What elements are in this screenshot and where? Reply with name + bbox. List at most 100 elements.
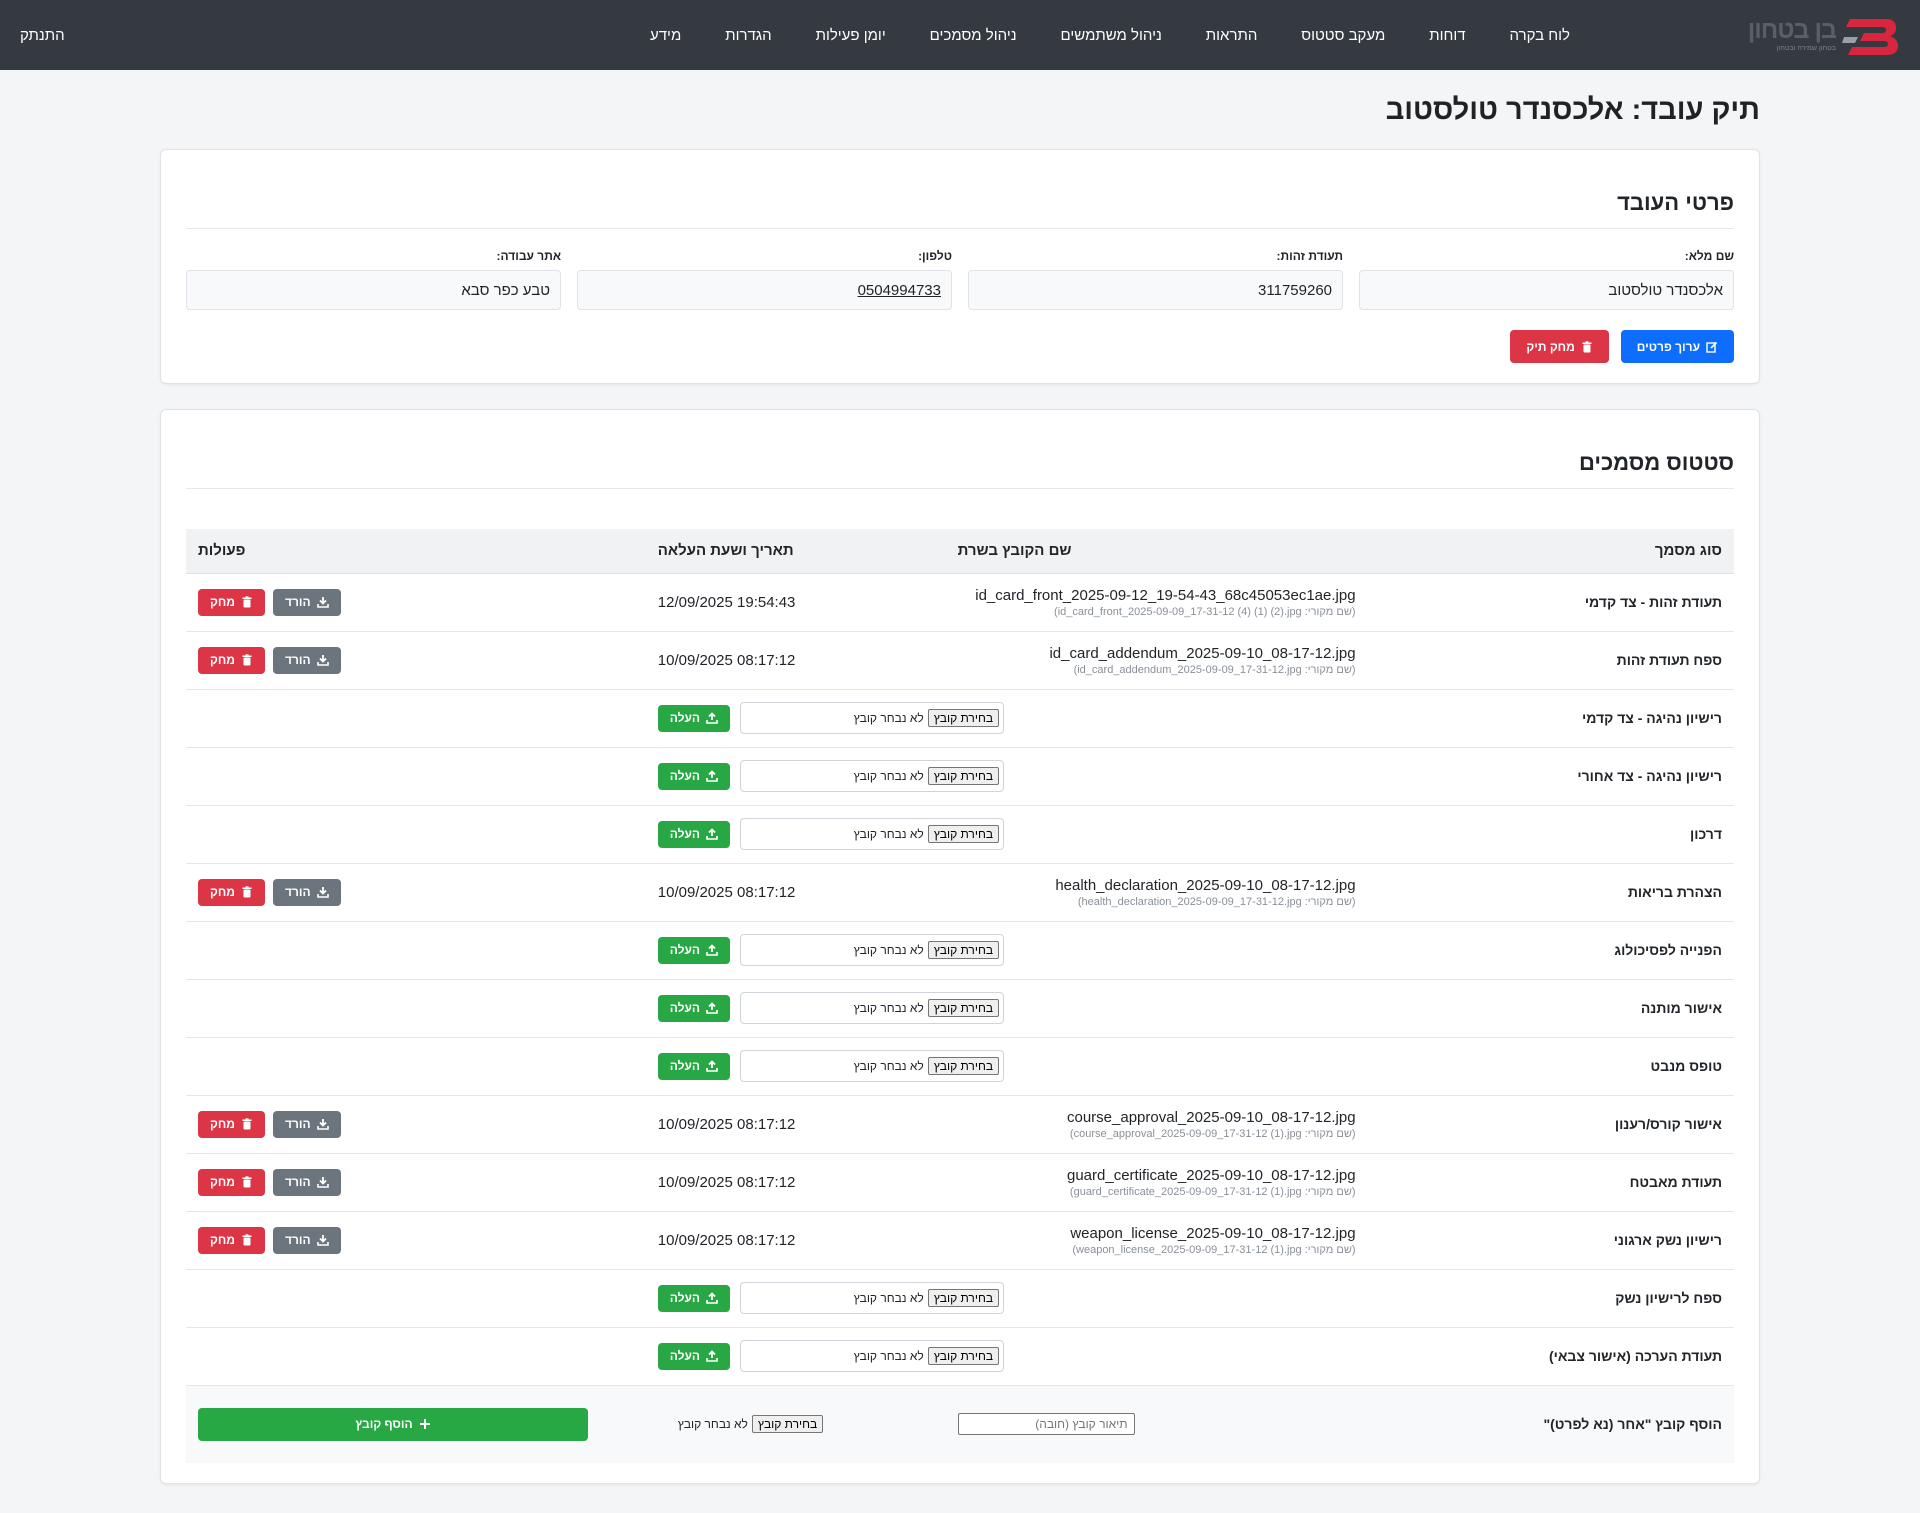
documents-table: סוג מסמך שם הקובץ בשרת תאריך ושעת העלאה …: [186, 529, 1734, 1463]
original-file-name: (שם מקורי: course_approval_2025-09-09_17…: [1069, 1127, 1356, 1140]
brand-logo[interactable]: בן בטחון בטחון שמירה ובטחון: [1740, 13, 1900, 57]
download-button[interactable]: הורד: [272, 1168, 341, 1196]
upload-date: 10/09/2025 08:17:12: [645, 1211, 946, 1270]
file-input[interactable]: בחירת קובץ לא נבחר קובץ: [740, 992, 1005, 1024]
nav-dashboard[interactable]: לוח בקרה: [1509, 26, 1570, 44]
upload-button[interactable]: העלה: [657, 704, 731, 732]
upload-button[interactable]: העלה: [657, 820, 731, 848]
table-row: ספח לרישיון נשק בחירת קובץ לא נבחר קובץ העל…: [186, 1269, 1734, 1328]
table-row: תעודת מאבטח guard_certificate_2025-09-10_…: [186, 1153, 1734, 1212]
delete-doc-button[interactable]: מחק: [198, 1110, 265, 1138]
choose-file-button[interactable]: בחירת קובץ: [927, 709, 1000, 727]
choose-file-button[interactable]: בחירת קובץ: [927, 825, 1000, 843]
add-choose-cell: בחירת קובץ לא נבחר קובץ: [645, 1385, 946, 1463]
upload-controls: בחירת קובץ לא נבחר קובץ העלה: [657, 934, 1356, 966]
actions-cell: [186, 1037, 646, 1096]
add-file-button[interactable]: הוסף קובץ: [198, 1407, 588, 1441]
delete-doc-button[interactable]: מחק: [198, 646, 265, 674]
details-title: פרטי העובד: [186, 150, 1734, 229]
delete-doc-button[interactable]: מחק: [198, 878, 265, 906]
delete-doc-label: מחק: [210, 1175, 235, 1189]
file-input[interactable]: בחירת קובץ לא נבחר קובץ: [740, 1340, 1005, 1372]
server-file-name: guard_certificate_2025-09-10_08-17-12.jp…: [1067, 1166, 1356, 1184]
brand-name: בן בטחון: [1747, 16, 1837, 44]
field-label: טלפון:: [918, 249, 952, 263]
upload-cell: בחירת קובץ לא נבחר קובץ העלה: [645, 1327, 1368, 1386]
no-file-text: לא נבחר קובץ: [853, 711, 924, 725]
upload-button[interactable]: העלה: [657, 936, 731, 964]
nav-user-management[interactable]: ניהול משתמשים: [1060, 26, 1162, 44]
download-button[interactable]: הורד: [272, 1110, 341, 1138]
nav-info[interactable]: מידע: [650, 26, 682, 44]
doc-type: תעודת זהות - צד קדמי: [1367, 573, 1734, 632]
nav-reports[interactable]: דוחות: [1429, 26, 1466, 44]
choose-file-button[interactable]: בחירת קובץ: [751, 1415, 824, 1434]
choose-file-button[interactable]: בחירת קובץ: [927, 1289, 1000, 1307]
upload-button[interactable]: העלה: [657, 1052, 731, 1080]
doc-type: ספח תעודת זהות: [1367, 631, 1734, 690]
delete-doc-button[interactable]: מחק: [198, 1226, 265, 1254]
actions-cell: [186, 1269, 646, 1328]
server-file-name: health_declaration_2025-09-10_08-17-12.j…: [1055, 876, 1356, 894]
delete-doc-button[interactable]: מחק: [198, 588, 265, 616]
choose-file-button[interactable]: בחירת קובץ: [927, 999, 1000, 1017]
table-row: רישיון נהיגה - צד אחורי בחירת קובץ לא נבחר…: [186, 747, 1734, 806]
file-input[interactable]: בחירת קובץ לא נבחר קובץ: [740, 1050, 1005, 1082]
upload-icon: [706, 1350, 718, 1362]
upload-cell: בחירת קובץ לא נבחר קובץ העלה: [645, 805, 1368, 864]
file-input[interactable]: בחירת קובץ לא נבחר קובץ: [740, 934, 1005, 966]
field-id-number: תעודת זהות: 311759260: [968, 249, 1343, 310]
original-file-name: (שם מקורי: id_card_addendum_2025-09-09_1…: [1073, 663, 1356, 676]
table-row: אישור קורס/רענון course_approval_2025-09-…: [186, 1095, 1734, 1154]
field-label: אתר עבודה:: [496, 249, 562, 263]
delete-file-button[interactable]: מחק תיק: [1510, 330, 1609, 363]
download-label: הורד: [284, 595, 311, 609]
nav-alerts[interactable]: התראות: [1205, 26, 1258, 44]
file-input[interactable]: בחירת קובץ לא נבחר קובץ: [740, 702, 1005, 734]
nav-document-management[interactable]: ניהול מסמכים: [929, 26, 1017, 44]
nav-activity-log[interactable]: יומן פעילות: [815, 26, 886, 44]
download-label: הורד: [284, 653, 311, 667]
upload-label: העלה: [669, 827, 701, 841]
field-phone: טלפון: 0504994733: [577, 249, 952, 310]
delete-doc-label: מחק: [210, 595, 235, 609]
download-button[interactable]: הורד: [272, 646, 341, 674]
upload-button[interactable]: העלה: [657, 994, 731, 1022]
upload-date: 10/09/2025 08:17:12: [645, 863, 946, 922]
upload-date: 10/09/2025 08:17:12: [645, 1095, 946, 1154]
download-label: הורד: [284, 885, 311, 899]
add-other-file-row: הוסף קובץ "אחר (נא לפרט)" בחירת קובץ לא …: [186, 1385, 1734, 1463]
nav-settings[interactable]: הגדרות: [725, 26, 772, 44]
file-description-input[interactable]: [957, 1413, 1135, 1436]
choose-file-button[interactable]: בחירת קובץ: [927, 1057, 1000, 1075]
download-button[interactable]: הורד: [272, 878, 341, 906]
upload-date: 12/09/2025 19:54:43: [645, 573, 946, 632]
choose-file-button[interactable]: בחירת קובץ: [927, 767, 1000, 785]
actions-cell: מחק הורד: [186, 1095, 646, 1154]
download-icon: [316, 1119, 329, 1130]
download-button[interactable]: הורד: [272, 588, 341, 616]
file-input[interactable]: בחירת קובץ לא נבחר קובץ: [740, 760, 1005, 792]
edit-details-button[interactable]: ערוך פרטים: [1620, 330, 1734, 363]
actions-cell: [186, 979, 646, 1038]
nav-status-tracking[interactable]: מעקב סטטוס: [1301, 26, 1386, 44]
no-file-text: לא נבחר קובץ: [853, 943, 924, 957]
field-full-name: שם מלא: אלכסנדר טולסטוב: [1359, 249, 1734, 310]
upload-button[interactable]: העלה: [657, 762, 731, 790]
download-button[interactable]: הורד: [272, 1226, 341, 1254]
file-input[interactable]: בחירת קובץ לא נבחר קובץ: [740, 818, 1005, 850]
full-name-value: אלכסנדר טולסטוב: [1359, 270, 1734, 310]
logout-link[interactable]: התנתק: [20, 26, 65, 44]
file-input[interactable]: בחירת קובץ לא נבחר קובץ: [740, 1282, 1005, 1314]
server-file-name: course_approval_2025-09-10_08-17-12.jpg: [1067, 1108, 1356, 1126]
upload-button[interactable]: העלה: [657, 1342, 731, 1370]
file-cell: weapon_license_2025-09-10_08-17-12.jpg (ש…: [945, 1211, 1368, 1270]
phone-link[interactable]: 0504994733: [857, 281, 941, 299]
choose-file-button[interactable]: בחירת קובץ: [927, 941, 1000, 959]
delete-doc-button[interactable]: מחק: [198, 1168, 265, 1196]
actions-cell: [186, 805, 646, 864]
upload-button[interactable]: העלה: [657, 1284, 731, 1312]
choose-file-button[interactable]: בחירת קובץ: [927, 1347, 1000, 1365]
doc-type: תעודת מאבטח: [1367, 1153, 1734, 1212]
no-file-text: לא נבחר קובץ: [853, 1059, 924, 1073]
